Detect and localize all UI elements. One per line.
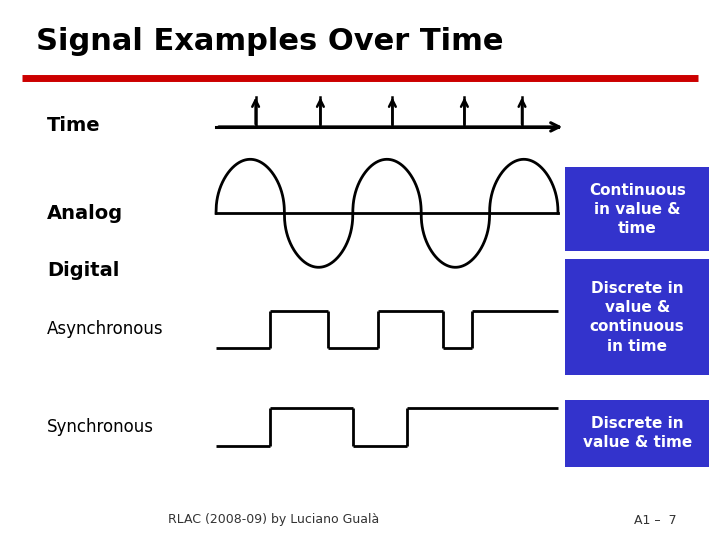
Text: RLAC (2008-09) by Luciano Gualà: RLAC (2008-09) by Luciano Gualà	[168, 514, 379, 526]
Text: Discrete in
value & time: Discrete in value & time	[582, 416, 692, 450]
Text: Continuous
in value &
time: Continuous in value & time	[589, 183, 685, 236]
Text: Analog: Analog	[47, 204, 123, 223]
Text: Discrete in
value &
continuous
in time: Discrete in value & continuous in time	[590, 281, 685, 354]
Text: A1 –  7: A1 – 7	[634, 514, 677, 526]
Text: Time: Time	[47, 116, 100, 136]
Text: Synchronous: Synchronous	[47, 417, 154, 436]
Text: Asynchronous: Asynchronous	[47, 320, 163, 339]
FancyBboxPatch shape	[565, 167, 709, 251]
Text: Digital: Digital	[47, 260, 120, 280]
FancyBboxPatch shape	[565, 400, 709, 467]
FancyBboxPatch shape	[565, 259, 709, 375]
Text: Signal Examples Over Time: Signal Examples Over Time	[36, 27, 503, 56]
